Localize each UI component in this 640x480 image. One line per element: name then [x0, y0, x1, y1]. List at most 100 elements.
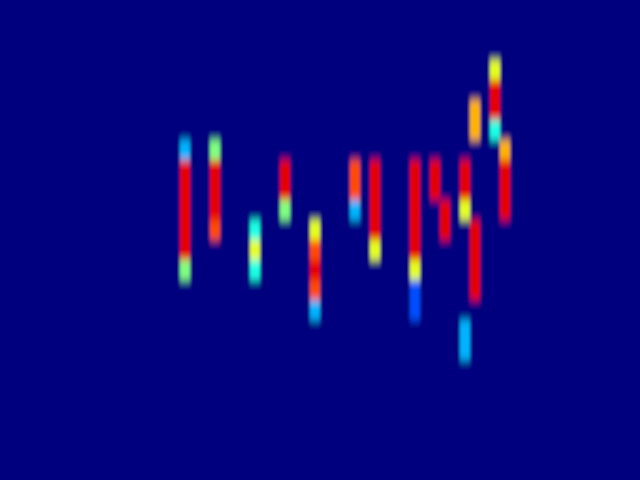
heatmap-cell — [260, 420, 271, 441]
heatmap-cell — [360, 100, 371, 121]
heatmap-cell — [520, 440, 531, 461]
heatmap-cell — [570, 420, 581, 441]
heatmap-cell — [630, 380, 640, 401]
heatmap-cell — [90, 440, 101, 461]
heatmap-cell — [630, 200, 640, 221]
heatmap-cell — [440, 440, 451, 461]
heatmap-cell — [140, 220, 151, 241]
heatmap-cell — [0, 340, 11, 361]
heatmap-cell — [300, 40, 311, 61]
heatmap-cell — [480, 360, 491, 381]
heatmap-cell — [420, 60, 431, 81]
heatmap-cell — [430, 60, 441, 81]
heatmap-cell — [440, 280, 451, 301]
heatmap-cell — [360, 60, 371, 81]
heatmap-cell — [510, 40, 521, 61]
heatmap-cell — [630, 40, 640, 61]
heatmap-cell — [450, 140, 461, 161]
heatmap-cell — [40, 180, 51, 201]
heatmap-cell — [570, 80, 581, 101]
heatmap-cell — [440, 420, 451, 441]
heatmap-cell — [130, 80, 141, 101]
heatmap-cell — [600, 120, 611, 141]
heatmap-cell — [100, 280, 111, 301]
heatmap-cell — [510, 100, 521, 121]
heatmap-cell — [610, 220, 621, 241]
heatmap-cell — [270, 320, 281, 341]
cells-group — [0, 0, 640, 480]
heatmap-cell — [420, 280, 431, 301]
heatmap-cell — [410, 200, 421, 221]
heatmap-cell — [540, 180, 551, 201]
heatmap-cell — [540, 40, 551, 61]
heatmap-cell — [540, 260, 551, 281]
heatmap-cell — [100, 240, 111, 261]
heatmap-cell — [90, 180, 101, 201]
heatmap-cell — [300, 420, 311, 441]
heatmap-cell — [590, 360, 601, 381]
heatmap-cell — [410, 40, 421, 61]
heatmap-cell — [50, 200, 61, 221]
heatmap-cell — [250, 160, 261, 181]
heatmap-cell — [150, 460, 161, 480]
heatmap-cell — [500, 0, 511, 21]
heatmap-cell — [120, 300, 131, 321]
heatmap-cell — [510, 420, 521, 441]
heatmap-cell — [120, 20, 131, 41]
heatmap-cell — [430, 200, 441, 221]
heatmap-cell — [440, 100, 451, 121]
heatmap-cell — [520, 200, 531, 221]
heatmap-cell — [380, 320, 391, 341]
heatmap-cell — [110, 240, 121, 261]
heatmap-cell — [400, 460, 411, 480]
heatmap-cell — [130, 360, 141, 381]
heatmap-cell — [30, 100, 41, 121]
heatmap-cell — [260, 120, 271, 141]
heatmap-cell — [60, 320, 71, 341]
heatmap-cell — [480, 280, 491, 301]
heatmap-cell — [30, 240, 41, 261]
heatmap-cell — [190, 80, 201, 101]
heatmap-cell — [540, 80, 551, 101]
heatmap-cell — [370, 400, 381, 421]
heatmap-cell — [370, 40, 381, 61]
heatmap-cell — [450, 260, 461, 281]
heatmap-cell — [590, 20, 601, 41]
heatmap-cell — [530, 400, 541, 421]
heatmap-cell — [90, 160, 101, 181]
heatmap-cell — [580, 220, 591, 241]
heatmap-cell — [300, 340, 311, 361]
heatmap-cell — [230, 420, 241, 441]
heatmap-cell — [470, 40, 481, 61]
heatmap-cell — [110, 260, 121, 281]
heatmap-cell — [590, 400, 601, 421]
heatmap-cell — [290, 340, 301, 361]
heatmap-cell — [420, 180, 431, 201]
heatmap-cell — [260, 340, 271, 361]
heatmap-cell — [250, 100, 261, 121]
heatmap-cell — [460, 420, 471, 441]
heatmap-cell — [340, 140, 351, 161]
heatmap-cell — [570, 460, 581, 480]
heatmap-cell — [10, 240, 21, 261]
heatmap-cell — [390, 100, 401, 121]
heatmap-cell — [140, 180, 151, 201]
heatmap-cell — [130, 100, 141, 121]
heatmap-cell — [50, 380, 61, 401]
heatmap-cell — [610, 80, 621, 101]
heatmap-cell — [210, 380, 221, 401]
heatmap-cell — [40, 440, 51, 461]
heatmap-cell — [300, 100, 311, 121]
heatmap-cell — [510, 360, 521, 381]
heatmap-cell — [380, 20, 391, 41]
heatmap-cell — [550, 420, 561, 441]
heatmap-cell — [30, 120, 41, 141]
heatmap-cell — [620, 180, 631, 201]
heatmap-cell — [480, 40, 491, 61]
heatmap-cell — [240, 400, 251, 421]
heatmap-cell — [430, 0, 441, 21]
heatmap-cell — [60, 20, 71, 41]
heatmap-cell — [200, 200, 211, 221]
heatmap-cell — [340, 60, 351, 81]
heatmap-cell — [530, 180, 541, 201]
